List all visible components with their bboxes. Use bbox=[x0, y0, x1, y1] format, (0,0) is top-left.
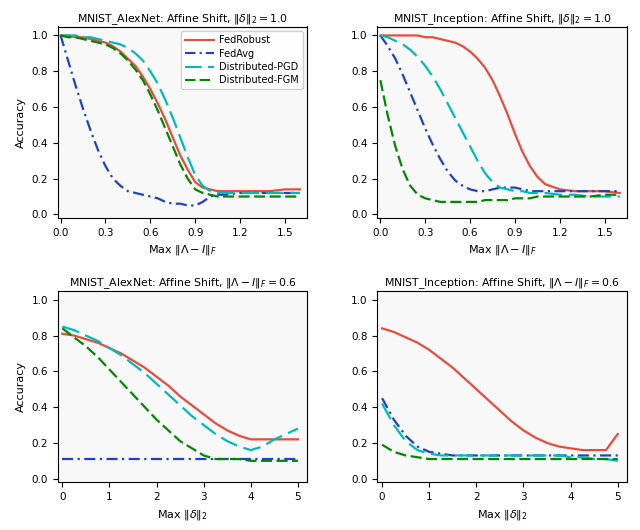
X-axis label: Max $\|\delta\|_2$: Max $\|\delta\|_2$ bbox=[477, 508, 527, 522]
X-axis label: Max $\|\Lambda - I\|_F$: Max $\|\Lambda - I\|_F$ bbox=[148, 243, 217, 257]
Title: MNIST_Inception: Affine Shift, $\|\Lambda - I\|_F = 0.6$: MNIST_Inception: Affine Shift, $\|\Lambd… bbox=[385, 276, 620, 291]
Legend: FedRobust, FedAvg, Distributed-PGD, Distributed-FGM: FedRobust, FedAvg, Distributed-PGD, Dist… bbox=[181, 31, 303, 90]
Title: MNIST_AlexNet: Affine Shift, $\|\Lambda - I\|_F = 0.6$: MNIST_AlexNet: Affine Shift, $\|\Lambda … bbox=[68, 276, 296, 291]
Title: MNIST_AlexNet: Affine Shift, $\|\delta\|_2 = 1.0$: MNIST_AlexNet: Affine Shift, $\|\delta\|… bbox=[77, 12, 288, 26]
Title: MNIST_Inception: Affine Shift, $\|\delta\|_2 = 1.0$: MNIST_Inception: Affine Shift, $\|\delta… bbox=[393, 12, 612, 26]
Y-axis label: Accuracy: Accuracy bbox=[16, 361, 26, 412]
Y-axis label: Accuracy: Accuracy bbox=[16, 97, 26, 148]
X-axis label: Max $\|\Lambda - I\|_F$: Max $\|\Lambda - I\|_F$ bbox=[468, 243, 537, 257]
X-axis label: Max $\|\delta\|_2$: Max $\|\delta\|_2$ bbox=[157, 508, 208, 522]
